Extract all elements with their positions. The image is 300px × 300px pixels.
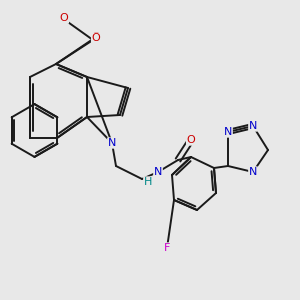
Text: N: N — [154, 167, 162, 177]
Text: N: N — [224, 127, 232, 137]
Text: H: H — [144, 177, 152, 187]
Text: N: N — [249, 121, 257, 131]
Text: F: F — [164, 243, 170, 253]
Text: O: O — [92, 32, 100, 42]
Text: N: N — [108, 138, 116, 148]
Text: O: O — [92, 33, 100, 43]
Text: O: O — [60, 13, 68, 23]
Text: N: N — [249, 167, 257, 177]
Text: O: O — [187, 135, 195, 145]
